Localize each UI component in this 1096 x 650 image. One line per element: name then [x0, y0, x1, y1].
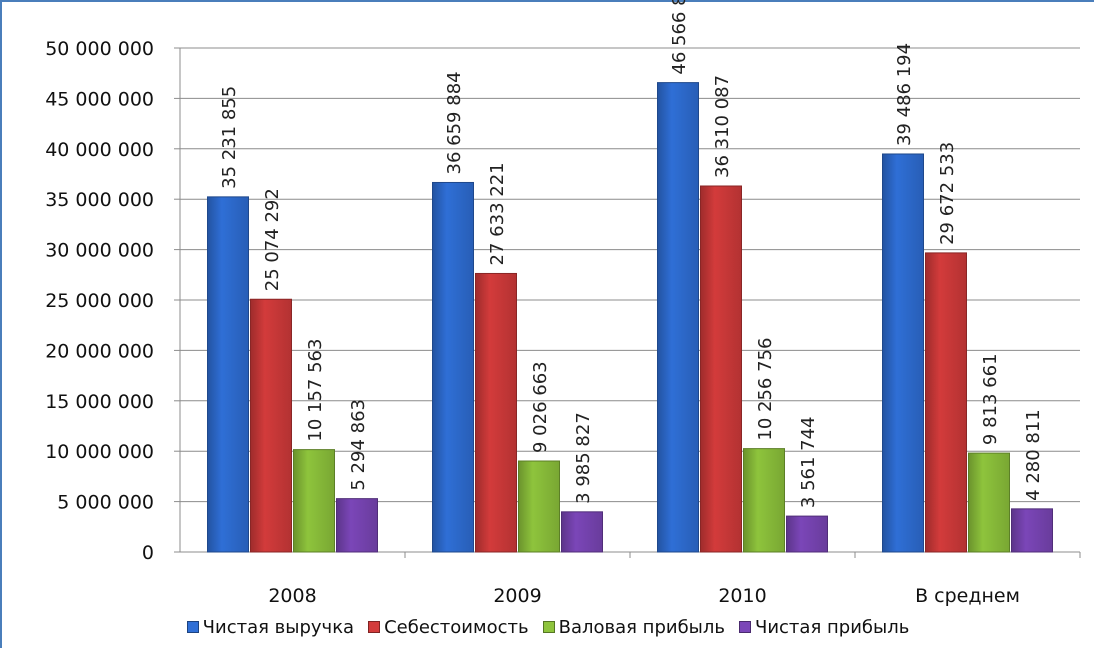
bar-Чистая-прибыль-В-среднем [1011, 508, 1053, 553]
bar-Валовая-прибыль-2010 [743, 448, 785, 553]
bar-Себестоимость-2008 [250, 298, 292, 553]
legend-item: Чистая выручка [186, 616, 355, 638]
y-tick-label: 5 000 000 [57, 492, 154, 514]
legend-label: Себестоимость [384, 616, 529, 638]
bar-Чистая-прибыль-2009 [561, 511, 603, 553]
data-label: 9 813 661 [980, 353, 1001, 445]
legend-item: Себестоимость [368, 617, 529, 638]
bar-Валовая-прибыль-2009 [518, 460, 560, 553]
legend-item: Чистая прибыль [739, 617, 909, 638]
y-tick-label: 25 000 000 [45, 290, 154, 312]
data-label: 46 566 843 [669, 0, 690, 75]
bar-chart: 0 5 000 000 10 000 000 15 000 000 20 000 000… [45, 0, 1081, 607]
data-label: 27 633 221 [487, 162, 508, 265]
bar-Валовая-прибыль-2008 [293, 449, 335, 553]
x-category-label: 2009 [493, 585, 541, 607]
data-label: 36 310 087 [712, 75, 733, 178]
x-category-label: В среднем [915, 585, 1020, 607]
bar-Чистая-прибыль-2008 [336, 498, 378, 553]
y-tick-label: 30 000 000 [45, 240, 154, 262]
data-label: 4 280 811 [1023, 409, 1044, 501]
legend-swatch [542, 621, 555, 633]
data-label: 10 157 563 [305, 339, 326, 442]
data-label: 10 256 756 [755, 338, 776, 441]
x-category-label: 2010 [718, 585, 766, 607]
legend-swatch [368, 621, 381, 633]
y-tick-label: 15 000 000 [45, 391, 154, 413]
data-label: 3 985 827 [573, 412, 594, 504]
bar-Чистая-выручка-2009 [432, 181, 474, 553]
y-tick-label: 35 000 000 [45, 189, 154, 211]
legend-swatch [186, 621, 199, 633]
bar-Валовая-прибыль-В-среднем [968, 452, 1010, 553]
x-category-label: 2008 [268, 585, 316, 607]
y-tick-label: 0 [142, 542, 154, 564]
legend: Чистая выручка Себестоимость Валовая прибы… [0, 613, 1096, 641]
bar-Себестоимость-2009 [475, 272, 517, 553]
data-label: 36 659 884 [444, 71, 465, 174]
bar-Чистая-выручка-2008 [207, 196, 249, 553]
y-tick-label: 50 000 000 [45, 38, 154, 60]
y-tick-label: 20 000 000 [45, 340, 154, 362]
data-label: 5 294 863 [348, 399, 369, 491]
data-label: 35 231 855 [219, 86, 240, 189]
data-label: 3 561 744 [798, 416, 819, 508]
data-label: 9 026 663 [530, 361, 551, 453]
legend-label: Чистая прибыль [755, 616, 910, 638]
bar-Себестоимость-2010 [700, 185, 742, 553]
bar-Чистая-прибыль-2010 [786, 515, 828, 553]
y-tick-label: 10 000 000 [45, 441, 154, 463]
legend-label: Чистая выручка [202, 616, 355, 638]
bar-Себестоимость-В-среднем [925, 252, 967, 553]
bar-Чистая-выручка-В-среднем [882, 153, 924, 553]
legend-swatch [739, 621, 751, 633]
y-tick-label: 40 000 000 [45, 139, 154, 161]
data-label: 25 074 292 [262, 188, 283, 291]
bar-Чистая-выручка-2010 [657, 82, 699, 553]
y-tick-label: 45 000 000 [45, 88, 154, 110]
data-label: 29 672 533 [937, 142, 958, 245]
data-label: 39 486 194 [894, 43, 915, 146]
legend-item: Валовая прибыль [542, 616, 725, 638]
legend-label: Валовая прибыль [558, 616, 725, 638]
